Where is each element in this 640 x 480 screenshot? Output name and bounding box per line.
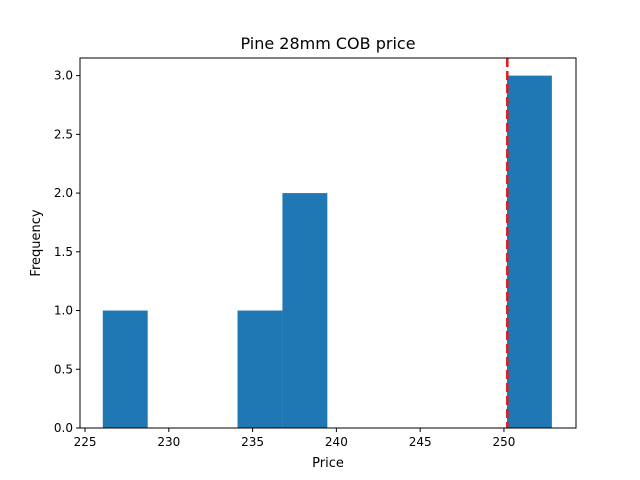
x-axis-ticks: 225 230 235 240 245 250 (74, 428, 515, 449)
y-tick-label-2: 1.0 (54, 304, 73, 318)
y-tick-label-1: 0.5 (54, 362, 73, 376)
histogram-bar-0 (102, 310, 148, 428)
x-tick-label-0: 225 (74, 435, 97, 449)
y-tick-label-6: 3.0 (54, 69, 73, 83)
x-axis-label: Price (312, 456, 344, 471)
y-tick-label-3: 1.5 (54, 245, 73, 259)
x-tick-label-4: 245 (409, 435, 432, 449)
x-tick-label-2: 235 (241, 435, 264, 449)
histogram-bar-1 (237, 310, 283, 428)
bars-group (102, 75, 552, 428)
plot-frame (79, 57, 577, 429)
x-tick-label-3: 240 (325, 435, 348, 449)
histogram-bar-2 (282, 193, 328, 428)
y-axis-label: Frequency (29, 209, 44, 276)
chart-title: Pine 28mm COB price (240, 34, 415, 53)
y-tick-label-4: 2.0 (54, 186, 73, 200)
y-tick-label-5: 2.5 (54, 127, 73, 141)
y-axis-ticks: 0.0 0.5 1.0 1.5 2.0 2.5 3.0 (54, 69, 80, 435)
y-tick-label-0: 0.0 (54, 421, 73, 435)
histogram-bar-3 (506, 75, 552, 428)
x-tick-label-5: 250 (492, 435, 515, 449)
x-tick-label-1: 230 (157, 435, 180, 449)
